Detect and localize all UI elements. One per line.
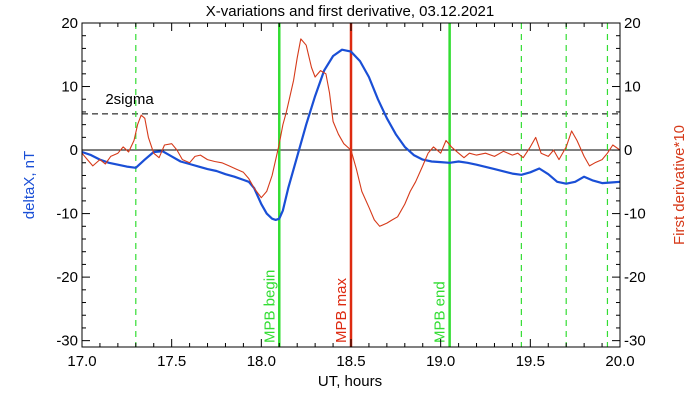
x-axis: 17.0 17.5 18.0 18.5 19.0 19.5 20.0: [67, 23, 635, 370]
left-tick-label-3: -10: [56, 206, 78, 223]
right-tick-label-2: 0: [624, 142, 632, 159]
right-tick-label-5: -30: [624, 333, 646, 350]
series-line-deltax: [81, 48, 621, 221]
left-tick-label-4: -20: [56, 269, 78, 286]
marker-label-0: MPB begin: [261, 270, 278, 343]
plot-area: 2sigma MPB begin MPB max MPB end: [81, 23, 621, 347]
left-tick-label-2: 0: [70, 142, 78, 159]
x-tick-label-6: 20.0: [605, 353, 634, 370]
right-axis-label: First derivative*10: [671, 125, 688, 245]
right-axis: 20 10 0 -10 -20 -30: [612, 15, 646, 350]
x-tick-label-2: 18.0: [247, 353, 276, 370]
x-tick-label-3: 18.5: [336, 353, 365, 370]
left-tick-label-0: 20: [61, 15, 78, 32]
threshold-label: 2sigma: [105, 91, 154, 108]
right-tick-label-1: 10: [624, 79, 641, 96]
x-tick-label-5: 19.5: [516, 353, 545, 370]
right-tick-label-0: 20: [624, 15, 641, 32]
x-tick-label-4: 19.0: [426, 353, 455, 370]
right-tick-label-3: -10: [624, 206, 646, 223]
x-tick-label-1: 17.5: [157, 353, 186, 370]
x-axis-label: UT, hours: [318, 373, 382, 390]
left-axis: 20 10 0 -10 -20 -30: [56, 15, 90, 350]
marker-label-1: MPB max: [333, 277, 350, 343]
left-axis-label: deltaX, nT: [21, 151, 38, 219]
x-tick-label-0: 17.0: [67, 353, 96, 370]
chart-title: X-variations and first derivative, 03.12…: [206, 3, 495, 20]
series-line-first-derivative-10: [81, 38, 621, 227]
marker-label-2: MPB end: [432, 281, 449, 343]
left-tick-label-5: -30: [56, 333, 78, 350]
right-tick-label-4: -20: [624, 269, 646, 286]
left-tick-label-1: 10: [61, 79, 78, 96]
